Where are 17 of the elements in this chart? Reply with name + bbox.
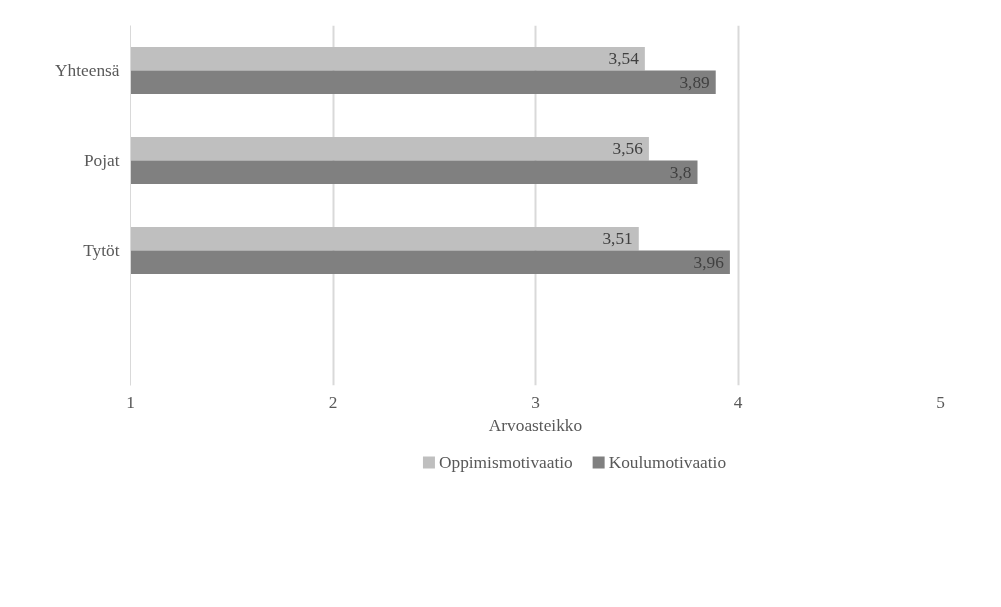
- x-tick-label: 4: [733, 392, 743, 412]
- x-tick-label: 2: [328, 392, 338, 412]
- data-label: 3,96: [693, 252, 725, 272]
- data-label: 3,8: [669, 162, 692, 182]
- x-tick-label: 5: [936, 392, 945, 412]
- y-tick-label: Tytöt: [83, 241, 120, 260]
- legend-label: Koulumotivaatio: [608, 453, 727, 472]
- x-axis-title: Arvoasteikko: [488, 415, 583, 435]
- legend-label: Oppimismotivaatio: [438, 453, 573, 472]
- y-tick-label: Pojat: [83, 151, 120, 170]
- data-label: 3,54: [608, 49, 640, 69]
- x-tick-label: 1: [126, 392, 135, 412]
- data-label: 3,51: [602, 229, 633, 249]
- data-label: 3,56: [612, 139, 644, 159]
- data-label: 3,89: [679, 72, 710, 92]
- y-tick-label: Yhteensä: [55, 61, 120, 80]
- x-tick-label: 3: [531, 392, 540, 412]
